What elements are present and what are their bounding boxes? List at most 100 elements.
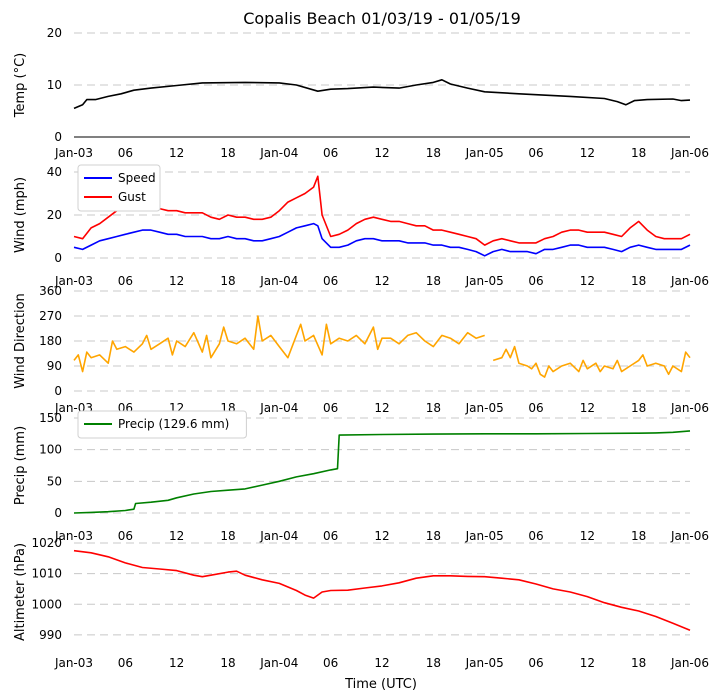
x-tick-label-precip: 12 [580, 529, 595, 543]
x-tick-label-precip: 18 [631, 529, 646, 543]
legend-wind: Speed Gust [77, 164, 161, 212]
x-tick-label-altimeter: 06 [323, 656, 338, 670]
y-tick-label-altimeter: 1020 [31, 536, 62, 550]
x-tick-label-precip: 12 [374, 529, 389, 543]
x-tick-label-altimeter: Jan-03 [54, 656, 93, 670]
x-tick-label-temp: 12 [374, 146, 389, 160]
chart-title: Copalis Beach 01/03/19 - 01/05/19 [243, 9, 521, 28]
y-tick-label-precip: 100 [39, 443, 62, 457]
y-tick-label-altimeter: 990 [39, 628, 62, 642]
x-tick-label-temp: Jan-03 [54, 146, 93, 160]
series-line-wind_direction-1 [492, 345, 691, 378]
x-tick-label-wind_direction: Jan-04 [259, 401, 298, 415]
y-tick-label-wind_direction: 0 [54, 384, 62, 398]
y-axis-title-temp: Temp (°C) [13, 53, 28, 119]
x-tick-label-altimeter: 18 [631, 656, 646, 670]
y-tick-label-wind_direction: 270 [39, 309, 62, 323]
x-tick-label-altimeter: 18 [426, 656, 441, 670]
x-tick-label-wind: Jan-06 [670, 274, 709, 288]
x-tick-label-temp: 18 [426, 146, 441, 160]
x-tick-label-wind: 12 [374, 274, 389, 288]
y-tick-label-precip: 150 [39, 411, 62, 425]
panel-altimeter: 990 1000 1010 1020 Jan-03 06 12 18 Jan-04 06 12 18 J… [13, 536, 709, 670]
x-tick-label-wind: 12 [580, 274, 595, 288]
y-tick-label-temp: 10 [47, 78, 62, 92]
x-tick-label-precip: Jan-03 [54, 529, 93, 543]
y-tick-label-wind: 20 [47, 208, 62, 222]
x-tick-label-wind: 18 [631, 274, 646, 288]
x-tick-label-altimeter: 12 [169, 656, 184, 670]
x-tick-label-altimeter: 12 [374, 656, 389, 670]
x-tick-label-altimeter: 18 [220, 656, 235, 670]
y-tick-label-precip: 50 [47, 474, 62, 488]
x-tick-label-wind: 12 [169, 274, 184, 288]
legend-box [77, 410, 247, 439]
x-tick-label-wind_direction: 12 [374, 401, 389, 415]
legend-label-wind-0: Speed [118, 171, 156, 185]
x-tick-label-wind_direction: 18 [426, 401, 441, 415]
x-tick-label-precip: Jan-05 [465, 529, 504, 543]
x-tick-label-wind_direction: Jan-06 [670, 401, 709, 415]
x-tick-label-altimeter: Jan-06 [670, 656, 709, 670]
x-tick-label-temp: 06 [323, 146, 338, 160]
x-tick-label-temp: 06 [118, 146, 133, 160]
panel-temp: 0 10 20 Jan-03 06 12 18 Jan-04 06 12 18 Jan-05 06 12 1… [13, 26, 709, 160]
x-tick-label-altimeter: Jan-04 [259, 656, 298, 670]
x-tick-label-wind_direction: 06 [528, 401, 543, 415]
x-tick-label-precip: 06 [118, 529, 133, 543]
x-tick-label-wind: 06 [528, 274, 543, 288]
x-tick-label-temp: 18 [220, 146, 235, 160]
series-line-precip-0 [73, 430, 691, 514]
legend-box [77, 164, 161, 212]
series-line-temp-0 [73, 79, 691, 110]
x-tick-label-precip: 18 [426, 529, 441, 543]
y-tick-label-wind: 40 [47, 165, 62, 179]
x-tick-label-precip: 06 [528, 529, 543, 543]
y-tick-label-temp: 20 [47, 26, 62, 40]
series-line-wind-1 [73, 175, 691, 246]
x-tick-label-altimeter: 06 [528, 656, 543, 670]
x-tick-label-temp: 06 [528, 146, 543, 160]
x-tick-label-temp: 12 [169, 146, 184, 160]
x-tick-label-precip: 06 [323, 529, 338, 543]
panel-wind: 0 20 40 Jan-03 06 12 18 Jan-04 06 12 18 Jan-05 06 12 1… [13, 164, 709, 288]
x-tick-label-wind_direction: 12 [580, 401, 595, 415]
x-tick-label-wind_direction: 06 [323, 401, 338, 415]
x-tick-label-wind: 18 [426, 274, 441, 288]
legend-label-wind-1: Gust [118, 190, 146, 204]
x-tick-label-precip: Jan-04 [259, 529, 298, 543]
x-tick-label-temp: Jan-05 [465, 146, 504, 160]
x-tick-label-wind: 06 [118, 274, 133, 288]
x-tick-label-altimeter: 06 [118, 656, 133, 670]
x-tick-label-temp: 18 [631, 146, 646, 160]
y-axis-title-precip: Precip (mm) [13, 426, 28, 505]
y-tick-label-wind_direction: 90 [47, 359, 62, 373]
x-tick-label-temp: Jan-04 [259, 146, 298, 160]
x-tick-label-precip: 18 [220, 529, 235, 543]
y-tick-label-wind_direction: 360 [39, 284, 62, 298]
y-tick-label-altimeter: 1010 [31, 567, 62, 581]
y-tick-label-precip: 0 [54, 506, 62, 520]
x-tick-label-precip: 12 [169, 529, 184, 543]
x-tick-label-wind_direction: 18 [631, 401, 646, 415]
x-tick-label-altimeter: Jan-05 [465, 656, 504, 670]
legend-label-precip-0: Precip (129.6 mm) [118, 417, 229, 431]
y-axis-title-wind: Wind (mph) [13, 177, 28, 253]
x-tick-label-wind: 18 [220, 274, 235, 288]
panel-precip: 0 50 100 150 Jan-03 06 12 18 Jan-04 06 12 18 Jan-05 0… [13, 410, 709, 543]
x-tick-label-temp: Jan-06 [670, 146, 709, 160]
x-tick-label-temp: 12 [580, 146, 595, 160]
series-line-altimeter-0 [73, 549, 691, 632]
y-tick-label-wind: 0 [54, 251, 62, 265]
x-tick-label-precip: Jan-06 [670, 529, 709, 543]
x-tick-label-altimeter: 12 [580, 656, 595, 670]
y-axis-title-altimeter: Altimeter (hPa) [13, 543, 28, 641]
y-axis-title-wind_direction: Wind Direction [13, 293, 28, 389]
series-line-wind-0 [73, 222, 691, 257]
x-tick-label-wind: Jan-04 [259, 274, 298, 288]
x-tick-label-wind_direction: Jan-05 [465, 401, 504, 415]
y-tick-label-temp: 0 [54, 130, 62, 144]
